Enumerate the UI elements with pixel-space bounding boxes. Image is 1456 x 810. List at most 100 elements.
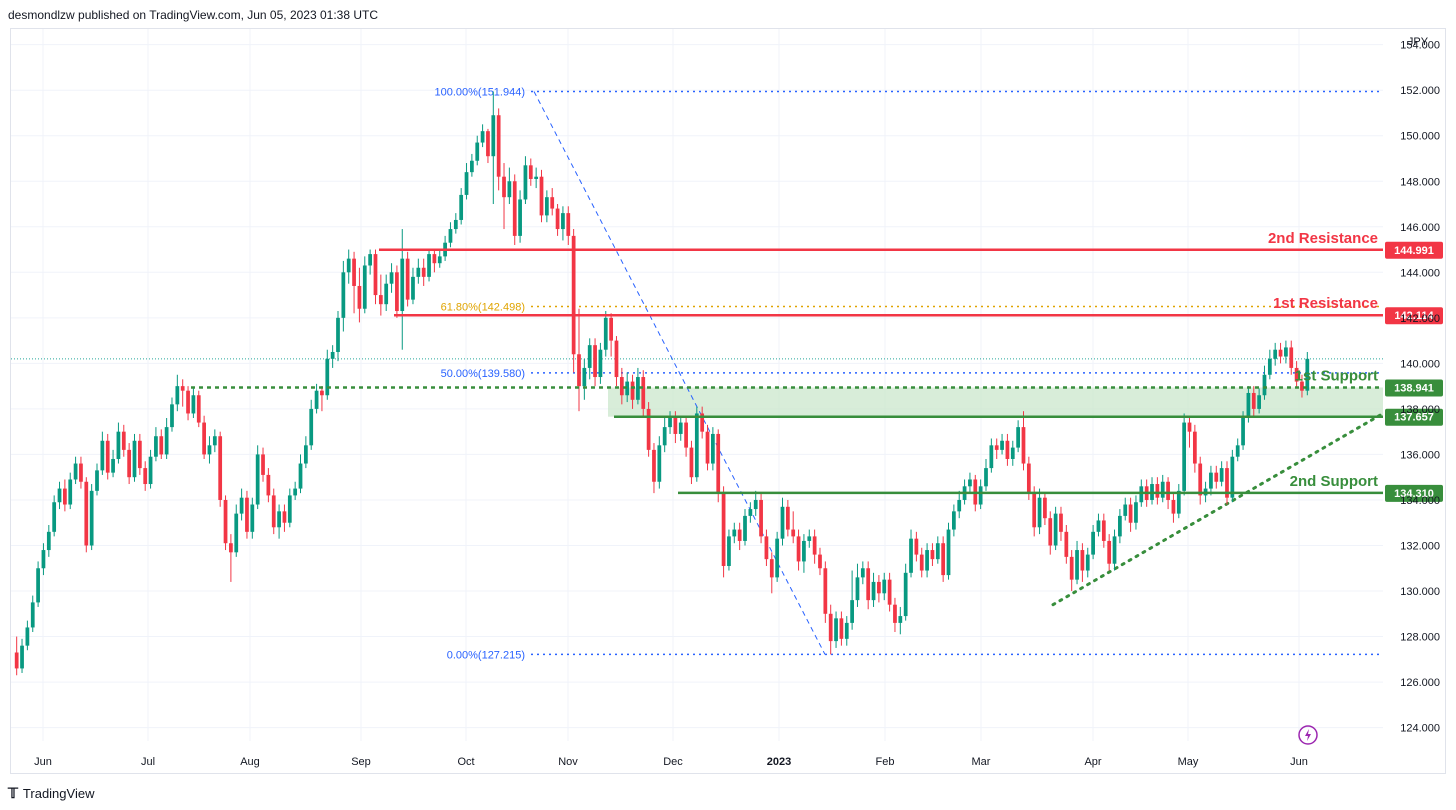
candle	[769, 559, 774, 578]
candle	[277, 511, 281, 528]
candle	[614, 340, 619, 378]
candle	[807, 536, 812, 541]
candle	[1225, 468, 1229, 498]
candle	[925, 550, 929, 571]
candle	[1155, 484, 1160, 498]
candle	[154, 436, 158, 457]
candle	[657, 445, 662, 482]
candle	[111, 458, 115, 473]
candle	[229, 543, 233, 553]
candle	[320, 390, 324, 396]
x-tick-label: 2023	[767, 756, 791, 768]
price-tag-label: 134.310	[1394, 488, 1434, 500]
candle	[1230, 456, 1235, 498]
candle	[1069, 556, 1074, 580]
candle	[630, 381, 635, 400]
candle	[684, 422, 688, 448]
candle	[95, 470, 99, 491]
candle	[239, 497, 244, 514]
candle	[121, 431, 126, 450]
candle	[1059, 513, 1063, 532]
candle	[507, 181, 512, 198]
candle	[1176, 490, 1181, 514]
candle	[1182, 422, 1187, 491]
candle	[373, 254, 378, 296]
candle	[266, 474, 271, 496]
candle	[1139, 486, 1144, 503]
footer: 𝕋 TradingView	[8, 785, 94, 802]
candle	[1235, 445, 1240, 457]
candle	[1101, 520, 1106, 541]
candle	[245, 497, 249, 532]
y-tick-label: 126.000	[1400, 677, 1440, 689]
candle	[791, 529, 796, 537]
candle	[1171, 499, 1176, 514]
candle	[930, 550, 935, 560]
candle	[1080, 550, 1085, 571]
y-tick-label: 152.000	[1400, 85, 1440, 97]
candle	[850, 600, 854, 623]
candle	[464, 172, 469, 195]
candle	[636, 377, 640, 400]
candle	[994, 445, 999, 450]
y-tick-label: 132.000	[1400, 540, 1440, 552]
candle	[978, 486, 983, 505]
candle	[919, 554, 924, 571]
candle	[405, 258, 410, 300]
x-tick-label: Sep	[351, 756, 371, 768]
candle	[1032, 493, 1037, 528]
price-chart[interactable]: 100.00%(151.944) 61.80%(142.498) 50.00%(13…	[11, 29, 1445, 773]
candle	[1000, 440, 1004, 450]
candle	[20, 645, 24, 669]
candle	[212, 436, 217, 446]
chart-frame[interactable]: 100.00%(151.944) 61.80%(142.498) 50.00%(13…	[10, 28, 1446, 774]
candle	[732, 529, 737, 537]
candle	[1192, 431, 1197, 464]
candle	[100, 440, 105, 471]
candle	[860, 568, 865, 578]
candle	[935, 543, 940, 560]
x-tick-label: Nov	[558, 756, 578, 768]
candle	[57, 488, 62, 503]
candle	[598, 349, 603, 378]
candle	[887, 579, 892, 605]
candle	[105, 440, 110, 473]
candle	[191, 395, 196, 414]
candle	[1091, 531, 1095, 555]
candle	[14, 652, 19, 669]
candle	[400, 258, 405, 312]
candle	[593, 345, 597, 378]
candle	[180, 386, 185, 391]
x-tick-label: Aug	[240, 756, 260, 768]
candle	[652, 449, 656, 482]
lightning-icon[interactable]	[1298, 725, 1318, 745]
candle	[287, 495, 292, 523]
candle	[250, 504, 255, 532]
candle	[362, 265, 367, 309]
candle	[255, 454, 260, 505]
candle	[587, 345, 592, 368]
candle	[325, 358, 330, 396]
x-tick-label: Apr	[1084, 756, 1101, 768]
candle	[330, 351, 335, 359]
candle	[1284, 347, 1288, 357]
candle	[705, 431, 710, 464]
candle	[164, 427, 169, 455]
candle	[753, 499, 758, 510]
candle	[893, 604, 897, 623]
candle	[314, 390, 319, 409]
candle	[1300, 381, 1304, 391]
level-name-label: 1st Resistance	[1273, 295, 1378, 312]
candle	[855, 577, 860, 601]
candle	[534, 176, 539, 179]
y-tick-label: 146.000	[1400, 222, 1440, 234]
fib-trend-line	[533, 91, 826, 655]
candle	[1134, 502, 1138, 523]
price-tag	[1385, 408, 1443, 426]
candle	[298, 463, 303, 489]
tradingview-logo-icon: 𝕋	[8, 785, 18, 801]
candle	[1187, 422, 1192, 432]
candle	[218, 436, 223, 500]
level-name-label: 1st Support	[1295, 367, 1378, 384]
level-name-label: 2nd Resistance	[1268, 230, 1378, 247]
